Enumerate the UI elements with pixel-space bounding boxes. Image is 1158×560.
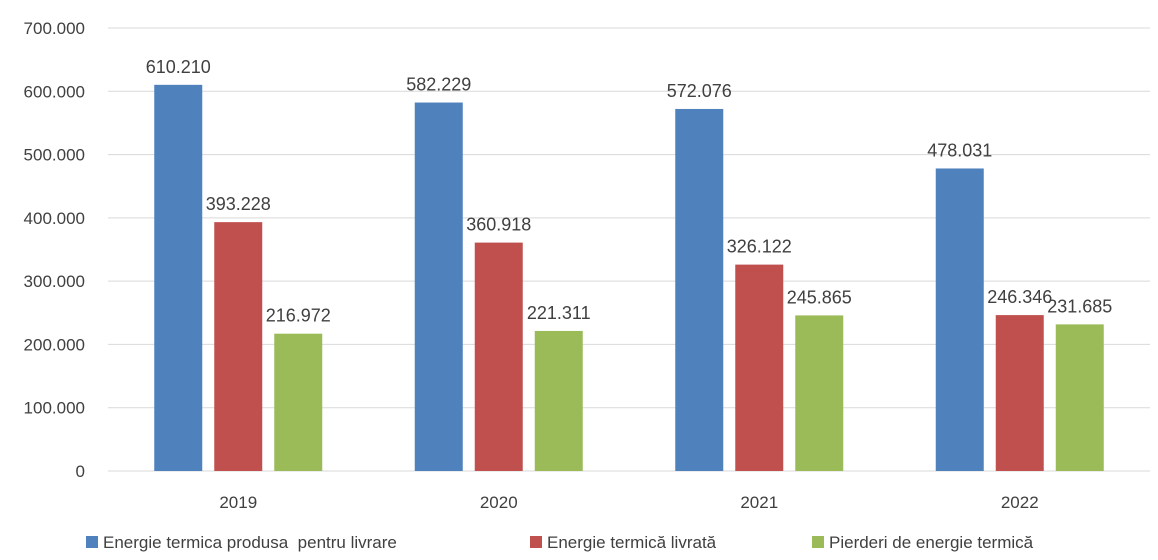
legend-item: Energie termică livrată [530,533,717,552]
legend-swatch [812,536,824,548]
legend-item: Energie termica produsa pentru livrare [86,533,397,552]
bar-1-2021 [675,109,723,471]
legend-label: Pierderi de energie termică [829,533,1034,552]
y-tick-label: 100.000 [24,399,85,418]
data-label: 216.972 [266,306,331,326]
y-tick-label: 0 [76,462,85,481]
bar-3-2022 [1056,324,1104,471]
legend-swatch [86,536,98,548]
y-axis-ticks: 0 100.000 200.000 300.000 400.000 500.000 600.… [24,19,85,481]
data-label: 245.865 [787,287,852,307]
bar-1-2022 [936,168,984,471]
x-axis-ticks: 2019 2020 2021 2022 [219,493,1038,512]
data-label: 478.031 [927,140,992,160]
data-label: 231.685 [1047,296,1112,316]
legend-label: Energie termica produsa pentru livrare [103,533,397,552]
y-tick-label: 600.000 [24,82,85,101]
y-tick-label: 700.000 [24,19,85,38]
x-tick-label: 2021 [740,493,778,512]
x-tick-label: 2020 [480,493,518,512]
bar-3-2019 [274,334,322,471]
gridlines [108,28,1150,471]
y-tick-label: 400.000 [24,209,85,228]
data-label: 326.122 [727,237,792,257]
legend: Energie termica produsa pentru livrare En… [86,533,1034,552]
bar-1-2020 [415,103,463,471]
legend-label: Energie termică livrată [547,533,717,552]
data-label: 610.210 [146,57,211,77]
data-label: 221.311 [527,303,591,323]
legend-item: Pierderi de energie termică [812,533,1034,552]
x-tick-label: 2019 [219,493,257,512]
bar-2-2021 [735,265,783,471]
legend-swatch [530,536,542,548]
data-label: 572.076 [667,81,732,101]
data-label: 393.228 [206,194,271,214]
x-tick-label: 2022 [1001,493,1039,512]
data-label: 360.918 [466,215,531,235]
data-label: 246.346 [987,287,1052,307]
data-label: 582.229 [406,75,471,95]
y-tick-label: 200.000 [24,335,85,354]
y-tick-label: 300.000 [24,272,85,291]
bar-2-2020 [475,243,523,471]
y-tick-label: 500.000 [24,146,85,165]
bar-2-2022 [996,315,1044,471]
bar-3-2020 [535,331,583,471]
bar-3-2021 [795,315,843,471]
bar-1-2019 [154,85,202,471]
bar-2-2019 [214,222,262,471]
